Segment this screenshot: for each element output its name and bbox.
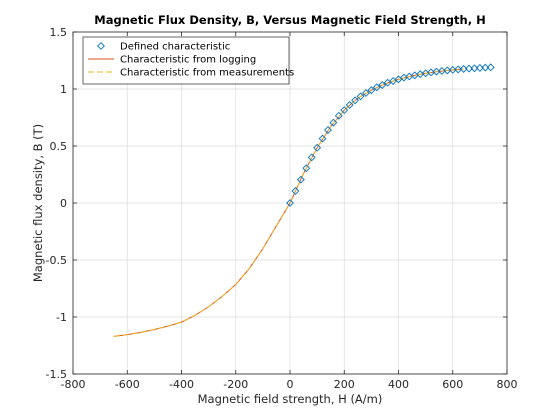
legend-label: Characteristic from measurements (120, 68, 294, 79)
legend-label: Defined characteristic (120, 42, 230, 53)
data-point-marker (481, 63, 490, 72)
y-tick-label: 1.5 (50, 26, 68, 39)
series-line-measurements (113, 68, 464, 337)
x-tick-label: 0 (287, 378, 294, 391)
y-axis-label: Magnetic flux density, B (T) (31, 124, 45, 282)
data-point-marker (334, 111, 343, 120)
axis-ticks: -800 -600 -400 -200 0 200 400 600 800 -1.5 -1 -0.5 0… (46, 26, 518, 391)
legend-box (82, 36, 290, 85)
data-point-marker (362, 89, 370, 97)
data-point-marker (313, 143, 322, 152)
series-layer (113, 63, 495, 337)
chart-title: Magnetic Flux Density, B, Versus Magneti… (94, 13, 485, 27)
data-point-marker (356, 92, 365, 101)
y-tick-label: 0 (60, 197, 67, 210)
data-point-marker (302, 164, 311, 173)
data-point-marker (486, 63, 495, 72)
x-tick-label: -800 (61, 378, 86, 391)
legend-label: Characteristic from logging (120, 55, 256, 66)
y-tick-label: -1 (56, 311, 67, 324)
data-point-marker (307, 153, 316, 162)
x-tick-label: 400 (388, 378, 409, 391)
y-tick-label: 0.5 (50, 140, 68, 153)
x-tick-label: 600 (442, 378, 463, 391)
y-tick-label: -1.5 (46, 368, 67, 381)
data-point-marker (324, 126, 332, 134)
legend: Defined characteristic Characteristic fro… (82, 36, 294, 85)
data-point-marker (475, 63, 484, 72)
data-point-marker (345, 101, 354, 109)
x-axis-label: Magnetic field strength, H (A/m) (198, 392, 383, 406)
x-tick-label: -400 (169, 378, 194, 391)
data-point-marker (286, 199, 294, 207)
x-tick-label: -600 (115, 378, 140, 391)
x-tick-label: 200 (334, 378, 355, 391)
x-tick-label: -200 (223, 378, 248, 391)
data-point-marker (291, 187, 300, 195)
data-point-marker (372, 83, 381, 92)
data-point-marker (465, 64, 473, 73)
data-point-marker (351, 96, 360, 105)
data-point-marker (296, 175, 305, 184)
data-point-marker (378, 81, 387, 89)
data-point-marker (329, 118, 338, 127)
legend-entries: Defined characteristic Characteristic fro… (88, 42, 294, 79)
x-tick-label: 800 (497, 378, 518, 391)
data-point-marker (470, 64, 479, 73)
data-point-marker (367, 86, 376, 95)
y-tick-label: -0.5 (46, 254, 67, 267)
series-defined-characteristic (286, 63, 495, 207)
legend-marker-diamond (97, 42, 105, 50)
y-tick-label: 1 (60, 83, 67, 96)
data-point-marker (318, 134, 327, 143)
data-point-marker (340, 106, 349, 115)
data-point-marker (459, 64, 468, 73)
